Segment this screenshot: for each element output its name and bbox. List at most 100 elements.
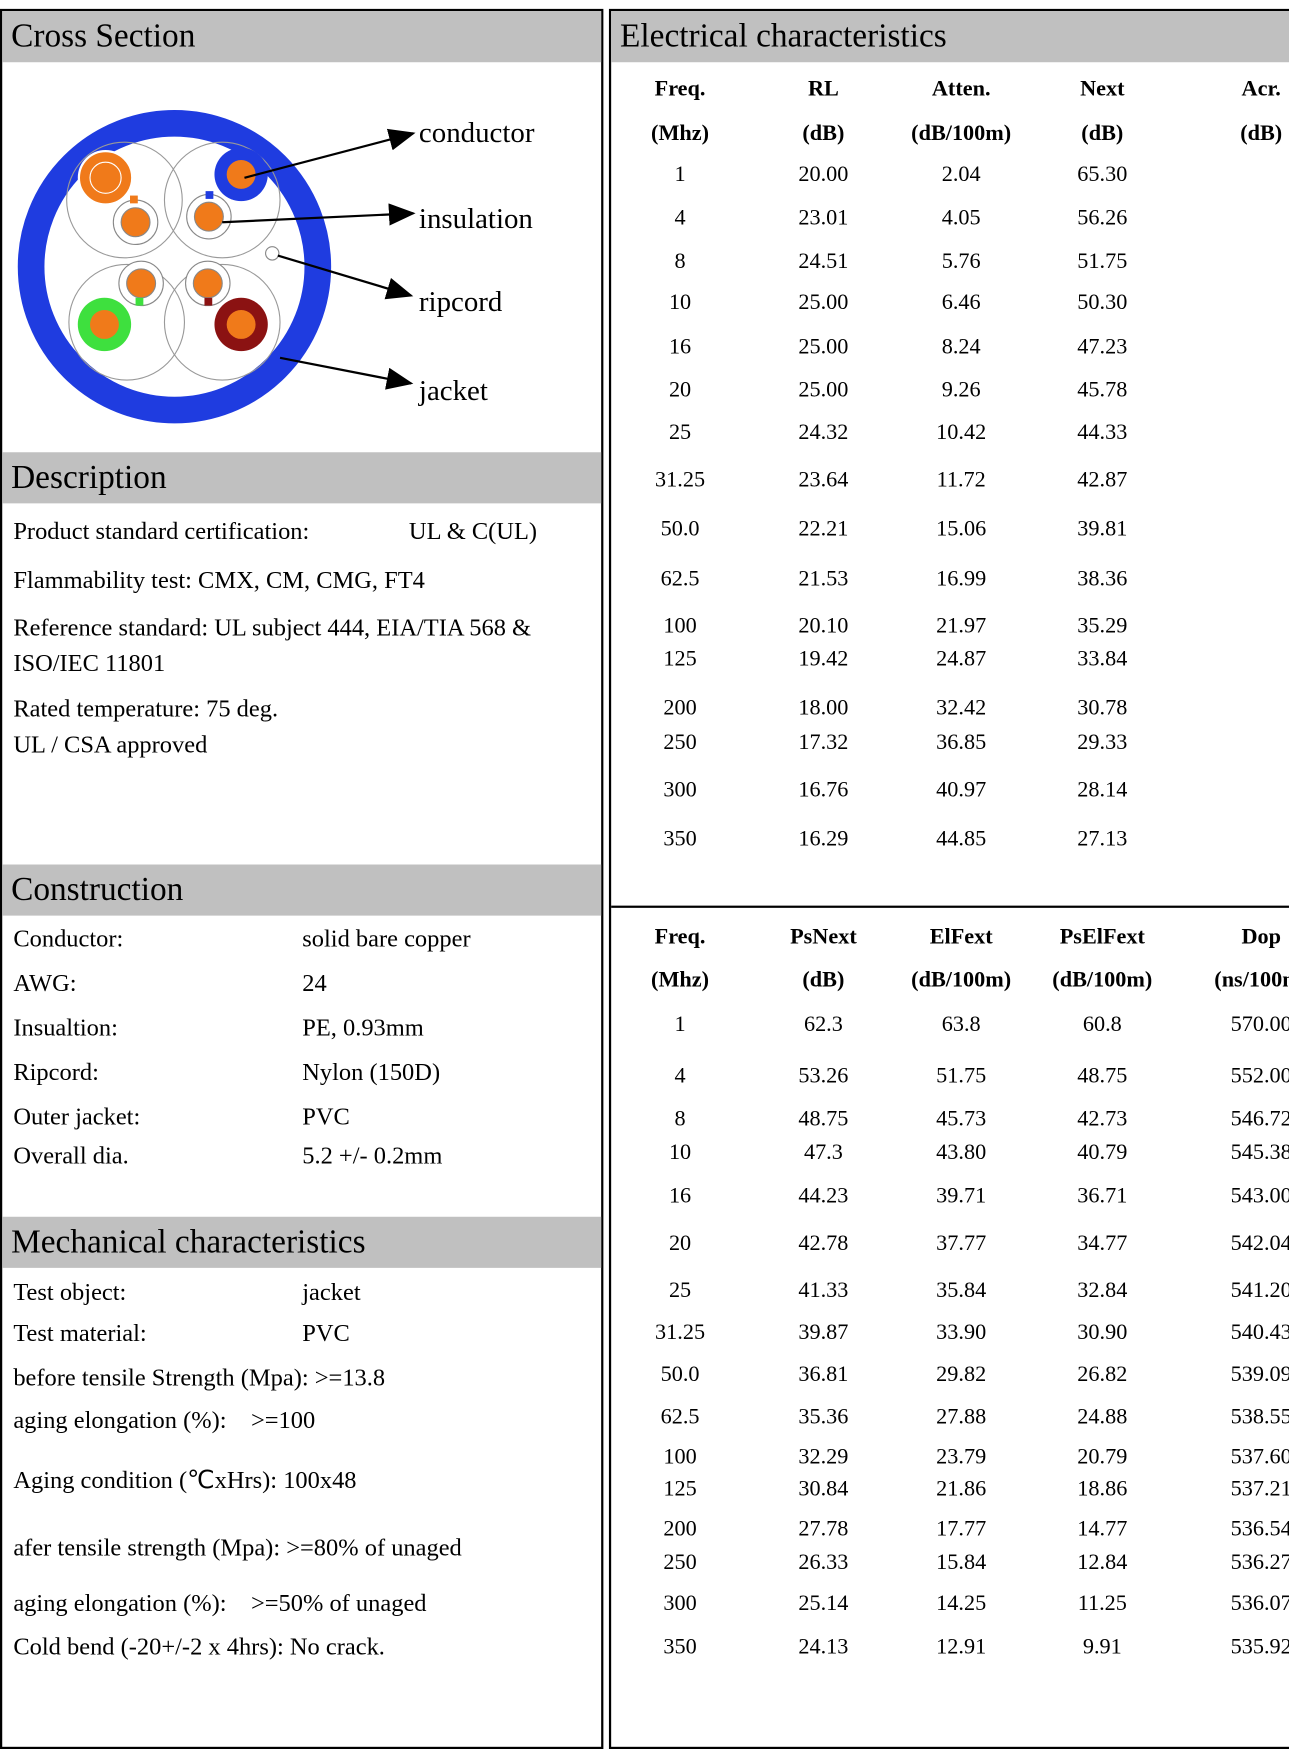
table-cell: 65.30: [1077, 162, 1128, 187]
table-cell: 14.25: [936, 1591, 987, 1616]
table-cell: 2.04: [941, 162, 981, 187]
construction-value: 5.2 +/- 0.2mm: [302, 1141, 443, 1169]
column-header: (ns/100m): [1214, 967, 1289, 993]
description-text: Product standard certification:: [13, 516, 310, 545]
table-cell: 15.84: [936, 1550, 987, 1575]
table-cell: 42.73: [1077, 1106, 1128, 1132]
table-cell: 60.8: [1082, 1012, 1122, 1037]
diagram-label: ripcord: [418, 285, 503, 318]
table-cell: 4: [674, 1063, 686, 1088]
table-cell: 537.21: [1230, 1476, 1289, 1502]
construction-key: Overall dia.: [13, 1141, 129, 1169]
mechanical-text: Test object:: [13, 1277, 127, 1306]
table-cell: 20.00: [798, 162, 849, 187]
table-cell: 36.85: [936, 730, 987, 755]
table-cell: 42.78: [798, 1231, 849, 1256]
column-header: Next: [1080, 76, 1125, 102]
section-header: Cross Section: [2, 11, 602, 63]
table-cell: 24.32: [798, 420, 849, 445]
table-cell: 300: [663, 777, 697, 803]
table-cell: 26.33: [798, 1550, 849, 1575]
mechanical-value: PVC: [302, 1318, 350, 1347]
table-cell: 40.79: [1077, 1140, 1128, 1165]
diagram-label: insulation: [418, 202, 533, 235]
construction-value: 24: [302, 968, 327, 997]
table-cell: 100: [663, 613, 697, 638]
table-cell: 20.10: [798, 613, 849, 638]
table-cell: 50.30: [1077, 290, 1128, 315]
table-cell: 350: [663, 1634, 697, 1660]
table-cell: 23.01: [798, 205, 849, 231]
construction-value: PE, 0.93mm: [302, 1013, 424, 1042]
table-cell: 11.72: [936, 467, 986, 493]
table-cell: 24.88: [1077, 1404, 1128, 1430]
table-cell: 350: [663, 826, 697, 852]
table-cell: 1: [674, 1012, 686, 1037]
table-cell: 18.86: [1077, 1476, 1128, 1502]
table-cell: 51.75: [1077, 248, 1128, 274]
diagram-label: conductor: [418, 116, 535, 149]
table-cell: 16: [668, 334, 692, 359]
table-cell: 29.82: [936, 1362, 987, 1387]
column-header: PsElFext: [1059, 924, 1145, 949]
table-cell: 33.90: [936, 1320, 987, 1345]
cross-section-diagram: [17, 110, 416, 424]
table-cell: 250: [663, 730, 697, 755]
table-cell: 45.78: [1077, 377, 1128, 403]
table-cell: 29.33: [1077, 730, 1128, 755]
column-header: Dop: [1241, 924, 1281, 949]
table-cell: 9.91: [1082, 1634, 1122, 1660]
column-header: (Mhz): [651, 967, 710, 993]
column-header: (dB): [802, 967, 845, 993]
table-cell: 24.13: [798, 1634, 849, 1660]
column-header: Atten.: [931, 76, 991, 102]
table-cell: 39.81: [1077, 516, 1128, 542]
table-cell: 48.75: [798, 1106, 849, 1132]
table-cell: 18.00: [798, 695, 849, 721]
table-cell: 47.3: [803, 1140, 843, 1165]
column-header: PsNext: [790, 924, 857, 949]
table-cell: 39.87: [798, 1320, 849, 1345]
construction-key: Insualtion:: [13, 1013, 118, 1042]
table-cell: 35.84: [936, 1277, 987, 1303]
table-cell: 4: [674, 205, 686, 231]
table-cell: 27.88: [936, 1404, 987, 1430]
table-cell: 51.75: [936, 1063, 987, 1088]
table-cell: 541.20: [1230, 1277, 1289, 1303]
table-cell: 30.84: [798, 1476, 849, 1502]
mechanical-text: before tensile Strength (Mpa): >=13.8: [13, 1363, 386, 1392]
column-header: (dB/100m): [911, 967, 1012, 993]
table-cell: 100: [663, 1444, 697, 1470]
table-cell: 25.00: [798, 334, 849, 359]
table-cell: 20.79: [1077, 1444, 1128, 1470]
table-cell: 32.42: [936, 695, 987, 721]
description-text: Reference standard: UL subject 444, EIA/…: [13, 613, 532, 677]
table-cell: 538.55: [1230, 1404, 1289, 1430]
table-cell: 37.77: [936, 1231, 987, 1256]
table-cell: 540.43: [1230, 1320, 1289, 1345]
table-cell: 200: [663, 1516, 697, 1542]
table-cell: 19.42: [798, 646, 849, 672]
table-cell: 25: [668, 420, 692, 445]
description-text: UL / CSA approved: [13, 730, 208, 758]
table-cell: 50.0: [660, 516, 700, 542]
description-value: UL & C(UL): [408, 516, 538, 545]
table-cell: 570.00: [1230, 1012, 1289, 1037]
table-cell: 44.33: [1077, 420, 1128, 445]
table-cell: 545.38: [1230, 1140, 1289, 1165]
table-cell: 1: [674, 162, 686, 187]
table-cell: 30.90: [1077, 1320, 1128, 1345]
table-cell: 25.00: [798, 290, 849, 315]
table-cell: 250: [663, 1550, 697, 1575]
construction-key: Outer jacket:: [13, 1102, 141, 1131]
construction-key: Ripcord:: [13, 1057, 99, 1086]
construction-key: Conductor:: [13, 924, 124, 953]
table-cell: 23.64: [798, 467, 849, 493]
table-cell: 39.71: [936, 1183, 987, 1208]
table-cell: 16: [668, 1183, 692, 1208]
column-header: (dB/100m): [911, 121, 1012, 146]
table-cell: 16.76: [798, 777, 849, 803]
table-cell: 11.25: [1077, 1591, 1127, 1616]
table-cell: 15.06: [936, 516, 987, 542]
table-cell: 40.97: [936, 777, 987, 803]
